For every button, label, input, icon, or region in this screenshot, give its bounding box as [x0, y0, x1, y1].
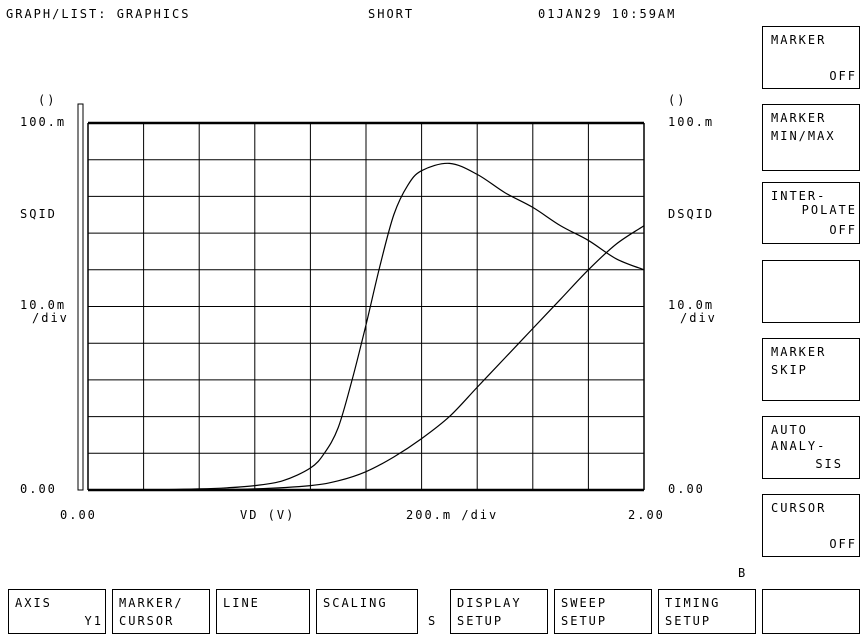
right-axis-min: 0.00: [668, 482, 705, 496]
softkey-state: OFF: [829, 537, 857, 551]
left-scale-bar: [77, 103, 84, 491]
left-axis-min: 0.00: [20, 482, 57, 496]
softkey-label: MARKER: [771, 345, 827, 359]
curve-dsqid: [87, 225, 645, 491]
softkey-label-2: SKIP: [771, 363, 808, 377]
softkey-state: OFF: [829, 223, 857, 237]
bottom-key-label-2: CURSOR: [119, 614, 175, 628]
bottom-key-label: TIMING: [665, 596, 721, 610]
measurement-mode: SHORT: [368, 7, 415, 21]
softkey-label: AUTO: [771, 423, 808, 437]
softkey-label: MARKER: [771, 33, 827, 47]
left-axis-div-unit: /div: [32, 311, 69, 325]
bottom-key-label: DISPLAY: [457, 596, 522, 610]
bottom-key-label-2: SETUP: [665, 614, 712, 628]
indicator-b: B: [738, 566, 748, 580]
softkey-label-2: POLATE: [801, 203, 857, 217]
right-unit-label: (): [668, 93, 687, 107]
bottom-key-label-2: SETUP: [561, 614, 608, 628]
bottom-key-timing-setup[interactable]: TIMING SETUP: [658, 589, 756, 634]
grid: [87, 121, 645, 492]
indicator-s: S: [428, 614, 438, 628]
bottom-key-scaling[interactable]: SCALING: [316, 589, 418, 634]
softkey-auto-analysis[interactable]: AUTO ANALY- SIS: [762, 416, 860, 479]
left-axis-div-value: 10.0m: [20, 298, 67, 312]
bottom-key-line[interactable]: LINE: [216, 589, 310, 634]
left-axis-max: 100.m: [20, 115, 67, 129]
bottom-key-label: LINE: [223, 596, 260, 610]
x-axis-name: VD (V): [240, 508, 296, 522]
left-unit-label: (): [38, 93, 57, 107]
softkey-label: INTER-: [771, 189, 827, 203]
date-time: 01JAN29 10:59AM: [538, 7, 677, 21]
bottom-key-label: MARKER/: [119, 596, 184, 610]
bottom-key-display-setup[interactable]: DISPLAY SETUP: [450, 589, 548, 634]
softkey-label-2: MIN/MAX: [771, 129, 836, 143]
curves: [87, 162, 645, 491]
right-axis-div-value: 10.0m: [668, 298, 715, 312]
x-axis-div: 200.m /div: [406, 508, 499, 522]
softkey-state: OFF: [829, 69, 857, 83]
x-axis-min: 0.00: [60, 508, 97, 522]
left-axis-name: SQID: [20, 207, 57, 221]
softkey-blank-1[interactable]: [762, 260, 860, 323]
softkey-label: MARKER: [771, 111, 827, 125]
bottom-key-axis[interactable]: AXIS Y1: [8, 589, 106, 634]
softkey-interpolate[interactable]: INTER- POLATE OFF: [762, 182, 860, 244]
x-axis-max: 2.00: [628, 508, 665, 522]
screen-title: GRAPH/LIST: GRAPHICS: [6, 7, 191, 21]
softkey-label-3: SIS: [815, 457, 843, 471]
curve-sqid: [87, 162, 645, 491]
bottom-key-label: AXIS: [15, 596, 52, 610]
bottom-key-blank[interactable]: [762, 589, 860, 634]
bottom-key-sweep-setup[interactable]: SWEEP SETUP: [554, 589, 652, 634]
right-axis-name: DSQID: [668, 207, 715, 221]
softkey-marker-skip[interactable]: MARKER SKIP: [762, 338, 860, 401]
softkey-marker[interactable]: MARKER OFF: [762, 26, 860, 89]
bottom-key-label: SCALING: [323, 596, 388, 610]
bottom-key-label: SWEEP: [561, 596, 608, 610]
softkey-label: CURSOR: [771, 501, 827, 515]
bottom-key-marker-cursor[interactable]: MARKER/ CURSOR: [112, 589, 210, 634]
softkey-label-2: ANALY-: [771, 439, 827, 453]
softkey-marker-min-max[interactable]: MARKER MIN/MAX: [762, 104, 860, 171]
bottom-key-label-2: SETUP: [457, 614, 504, 628]
softkey-cursor[interactable]: CURSOR OFF: [762, 494, 860, 557]
right-axis-max: 100.m: [668, 115, 715, 129]
bottom-key-value: Y1: [84, 614, 103, 628]
right-axis-div-unit: /div: [680, 311, 717, 325]
